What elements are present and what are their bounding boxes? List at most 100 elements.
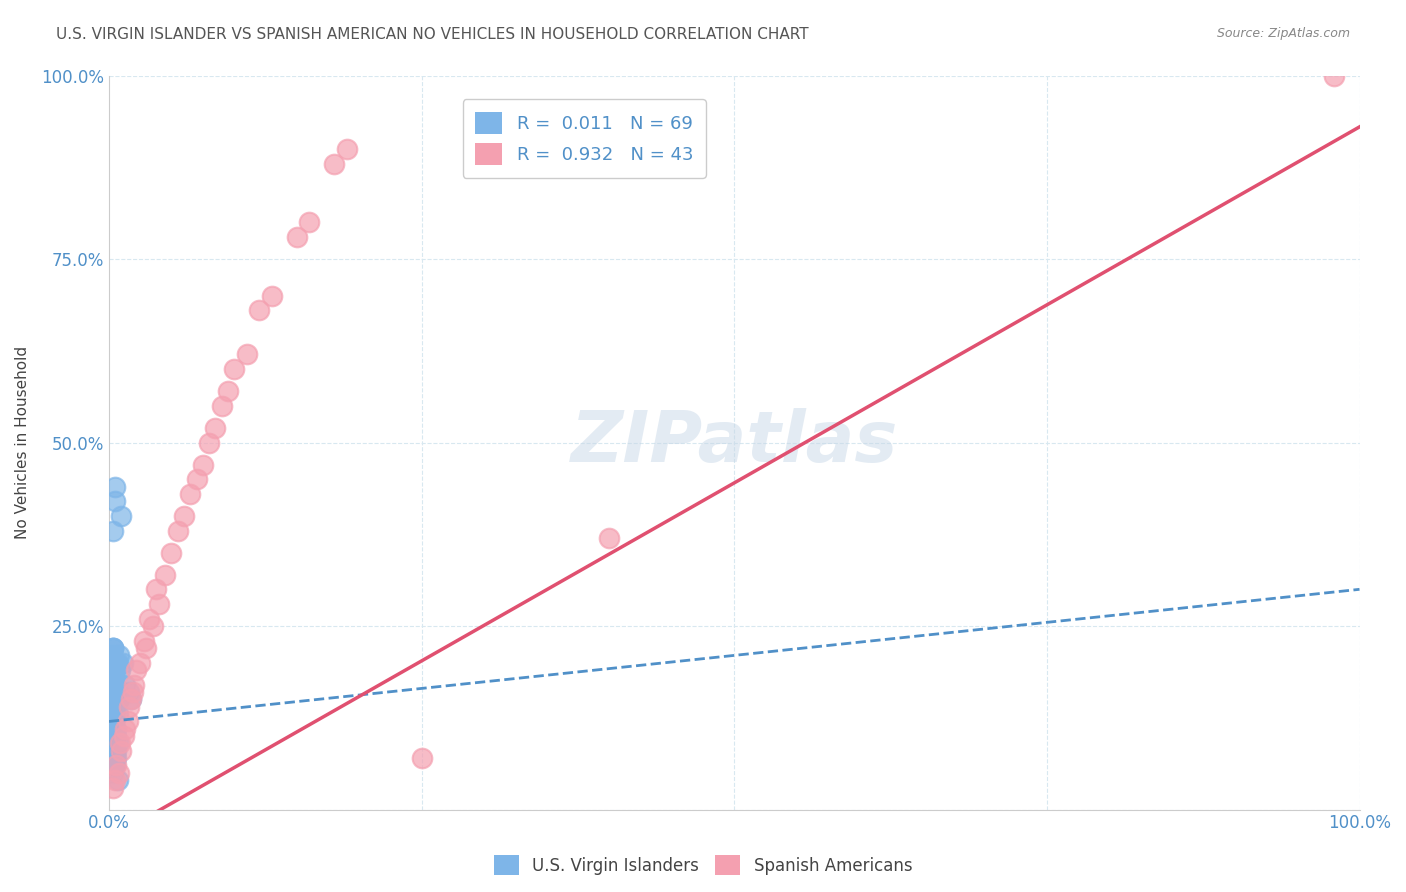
Point	[101, 714, 124, 729]
Point	[335, 142, 357, 156]
Point	[105, 692, 128, 706]
Point	[101, 641, 124, 656]
Point	[129, 656, 152, 670]
Point	[101, 663, 124, 677]
Point	[104, 722, 127, 736]
Point	[298, 215, 321, 229]
Point	[101, 678, 124, 692]
Point	[103, 685, 125, 699]
Point	[217, 384, 239, 399]
Point	[104, 685, 127, 699]
Point	[235, 347, 257, 361]
Point	[222, 362, 245, 376]
Point	[103, 714, 125, 729]
Point	[103, 714, 125, 729]
Point	[105, 751, 128, 765]
Point	[103, 670, 125, 684]
Point	[101, 641, 124, 656]
Point	[101, 641, 124, 656]
Point	[101, 722, 124, 736]
Point	[285, 230, 308, 244]
Point	[186, 472, 208, 486]
Point	[103, 670, 125, 684]
Point	[204, 421, 226, 435]
Point	[142, 619, 165, 633]
Point	[211, 399, 233, 413]
Point	[105, 744, 128, 758]
Point	[107, 707, 129, 722]
Point	[104, 729, 127, 743]
Point	[101, 670, 124, 684]
Point	[155, 567, 177, 582]
Point	[121, 692, 143, 706]
Point	[111, 656, 134, 670]
Point	[173, 508, 195, 523]
Point	[104, 722, 127, 736]
Point	[148, 597, 170, 611]
Point	[104, 707, 127, 722]
Point	[100, 707, 122, 722]
Point	[107, 685, 129, 699]
Point	[101, 707, 124, 722]
Point	[121, 685, 143, 699]
Point	[107, 736, 129, 750]
Point	[135, 641, 157, 656]
Point	[104, 751, 127, 765]
Point	[103, 670, 125, 684]
Point	[598, 531, 620, 545]
Point	[160, 546, 183, 560]
Point	[166, 524, 188, 538]
Point	[104, 773, 127, 788]
Point	[105, 758, 128, 772]
Point	[104, 678, 127, 692]
Point	[117, 714, 139, 729]
Point	[323, 156, 346, 170]
Point	[105, 729, 128, 743]
Point	[411, 751, 433, 765]
Point	[112, 729, 135, 743]
Point	[103, 758, 125, 772]
Text: U.S. VIRGIN ISLANDER VS SPANISH AMERICAN NO VEHICLES IN HOUSEHOLD CORRELATION CH: U.S. VIRGIN ISLANDER VS SPANISH AMERICAN…	[56, 27, 808, 42]
Point	[100, 648, 122, 663]
Point	[100, 678, 122, 692]
Point	[100, 678, 122, 692]
Point	[107, 656, 129, 670]
Point	[104, 479, 127, 493]
Point	[104, 699, 127, 714]
Point	[101, 685, 124, 699]
Point	[108, 648, 131, 663]
Point	[104, 494, 127, 508]
Point	[132, 633, 155, 648]
Point	[101, 678, 124, 692]
Point	[121, 692, 143, 706]
Point	[103, 729, 125, 743]
Point	[103, 656, 125, 670]
Point	[145, 582, 167, 597]
Point	[247, 303, 270, 318]
Legend: U.S. Virgin Islanders, Spanish Americans: U.S. Virgin Islanders, Spanish Americans	[485, 847, 921, 884]
Point	[98, 699, 121, 714]
Text: Source: ZipAtlas.com: Source: ZipAtlas.com	[1216, 27, 1350, 40]
Point	[104, 758, 127, 772]
Point	[101, 692, 124, 706]
Point	[1323, 69, 1346, 83]
Point	[179, 487, 201, 501]
Point	[105, 722, 128, 736]
Point	[118, 699, 141, 714]
Point	[122, 678, 145, 692]
Point	[198, 435, 221, 450]
Point	[103, 678, 125, 692]
Point	[108, 692, 131, 706]
Point	[103, 736, 125, 750]
Point	[104, 663, 127, 677]
Point	[138, 612, 160, 626]
Point	[114, 678, 136, 692]
Point	[101, 524, 124, 538]
Point	[110, 663, 132, 677]
Point	[101, 780, 124, 795]
Point	[260, 289, 283, 303]
Point	[108, 765, 131, 780]
Point	[101, 744, 124, 758]
Point	[110, 744, 132, 758]
Y-axis label: No Vehicles in Household: No Vehicles in Household	[15, 346, 30, 539]
